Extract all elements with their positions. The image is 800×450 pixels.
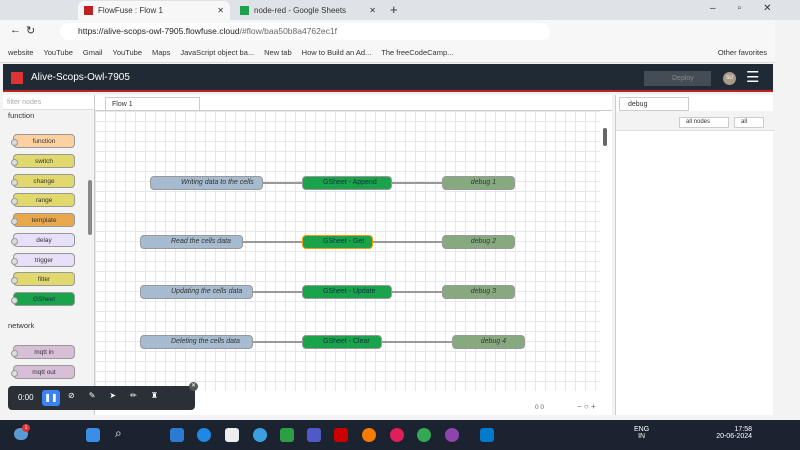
tab-google-sheets[interactable]: node-red - Google Sheets ✕ bbox=[234, 1, 382, 20]
sheets-icon bbox=[240, 6, 249, 15]
palette-node[interactable]: function bbox=[11, 134, 75, 148]
category-network[interactable]: network bbox=[8, 321, 35, 330]
refresh-icon[interactable]: ↻ bbox=[26, 25, 36, 37]
zoom-controls[interactable]: − ○ + bbox=[577, 402, 596, 411]
gsheet-node[interactable]: GSheet - Update bbox=[302, 285, 392, 299]
bookmark[interactable]: Maps bbox=[152, 47, 171, 57]
palette-node[interactable]: switch bbox=[11, 154, 75, 168]
tab-flow-1[interactable]: Flow 1 bbox=[105, 97, 200, 111]
nodered-header: Alive-Scops-Owl-7905 Deploy SU ☰ bbox=[3, 64, 773, 92]
palette-node[interactable]: filter bbox=[11, 272, 75, 286]
debug-node[interactable]: debug 1 bbox=[442, 176, 515, 190]
gsheet-node[interactable]: GSheet - Clear bbox=[302, 335, 382, 349]
palette-node[interactable]: template bbox=[11, 213, 75, 227]
app-icon[interactable] bbox=[280, 428, 294, 442]
palette-node[interactable]: delay bbox=[11, 233, 75, 247]
app-icon[interactable] bbox=[253, 428, 267, 442]
edge-sidebar bbox=[775, 20, 800, 420]
new-tab-button[interactable]: + bbox=[390, 2, 398, 17]
bookmark[interactable]: Gmail bbox=[82, 47, 103, 57]
bookmark[interactable]: YouTube bbox=[43, 47, 73, 57]
bookmark[interactable]: JavaScript object ba... bbox=[180, 47, 255, 57]
store-icon[interactable] bbox=[225, 428, 239, 442]
taskbar: 1 ⌕ ENG IN 17:58 20-06-2024 bbox=[0, 420, 800, 450]
browser-tab-bar: FlowFuse : Flow 1 ✕ node-red - Google She… bbox=[0, 0, 800, 20]
mcafee-icon[interactable] bbox=[334, 428, 348, 442]
inject-node[interactable]: Writing data to the cells bbox=[150, 176, 263, 190]
bookmark[interactable]: YouTube bbox=[112, 47, 142, 57]
app-icon[interactable] bbox=[170, 428, 184, 442]
canvas-scrollbar[interactable] bbox=[603, 128, 607, 146]
close-icon[interactable]: ✕ bbox=[369, 6, 376, 15]
palette: filter nodes function function switch ch… bbox=[3, 95, 95, 415]
start-icon[interactable] bbox=[86, 428, 100, 442]
deploy-button[interactable]: Deploy bbox=[644, 71, 711, 86]
other-favorites[interactable]: Other favorites bbox=[717, 47, 767, 57]
firefox-icon[interactable] bbox=[362, 428, 376, 442]
filter-nodes-dropdown[interactable]: all nodes bbox=[679, 117, 729, 128]
bookmark[interactable]: website bbox=[8, 47, 34, 57]
palette-node[interactable]: mqtt out bbox=[11, 365, 75, 379]
close-icon[interactable]: ✕ bbox=[217, 6, 224, 15]
flow-canvas[interactable] bbox=[95, 111, 600, 391]
menu-icon[interactable]: ☰ bbox=[746, 69, 760, 86]
edge-icon[interactable] bbox=[197, 428, 211, 442]
flowfuse-logo-icon bbox=[11, 72, 23, 84]
clock[interactable]: 17:58 20-06-2024 bbox=[716, 426, 752, 440]
flowfuse-icon bbox=[84, 6, 93, 15]
gsheet-node[interactable]: GSheet - Append bbox=[302, 176, 392, 190]
clear-dropdown[interactable]: all bbox=[734, 117, 764, 128]
url-input[interactable]: https://alive-scops-owl-7905.flowfuse.cl… bbox=[60, 23, 550, 40]
filter-nodes-input[interactable]: filter nodes bbox=[3, 95, 94, 110]
language-indicator[interactable]: ENG IN bbox=[634, 426, 650, 440]
palette-node[interactable]: mqtt in bbox=[11, 345, 75, 359]
palette-node[interactable]: trigger bbox=[11, 253, 75, 267]
window-controls[interactable]: –▫✕ bbox=[710, 3, 794, 14]
category-function[interactable]: function bbox=[8, 111, 35, 120]
palette-node[interactable]: change bbox=[11, 174, 75, 188]
close-recorder-icon[interactable]: ✕ bbox=[189, 382, 198, 391]
slack-icon[interactable] bbox=[390, 428, 404, 442]
debug-node[interactable]: debug 2 bbox=[442, 235, 515, 249]
avatar[interactable]: SU bbox=[723, 72, 736, 85]
inject-node[interactable]: Read the cells data bbox=[140, 235, 243, 249]
bookmark[interactable]: The freeCodeCamp... bbox=[381, 47, 454, 57]
inject-node[interactable]: Deleting the cells data bbox=[140, 335, 253, 349]
pause-button[interactable]: ❚❚ bbox=[42, 390, 60, 406]
palette-node[interactable]: GSheet bbox=[11, 292, 75, 306]
gsheet-node[interactable]: GSheet - Get bbox=[302, 235, 373, 249]
inject-node[interactable]: Updating the cells data bbox=[140, 285, 253, 299]
bookmark[interactable]: How to Build an Ad... bbox=[301, 47, 372, 57]
recording-toolbar: 0:00 ❚❚ ⊘✎➤✏♜ bbox=[8, 386, 195, 410]
bookmark[interactable]: New tab bbox=[264, 47, 292, 57]
vscode-icon[interactable] bbox=[480, 428, 494, 442]
palette-node[interactable]: range bbox=[11, 193, 75, 207]
debug-node[interactable]: debug 4 bbox=[452, 335, 525, 349]
github-icon[interactable] bbox=[445, 428, 459, 442]
bookmarks-bar: website YouTube Gmail YouTube Maps JavaS… bbox=[0, 42, 775, 63]
tab-debug[interactable]: debug bbox=[619, 97, 689, 111]
back-icon[interactable]: ← bbox=[10, 24, 21, 36]
workspace: Flow 1 0 0 − ○ + bbox=[95, 95, 612, 415]
recorder-tools[interactable]: ⊘✎➤✏♜ bbox=[68, 391, 172, 400]
debug-sidebar: debug all nodes all bbox=[615, 95, 774, 415]
palette-scrollbar[interactable] bbox=[88, 180, 92, 235]
chrome-icon[interactable] bbox=[417, 428, 431, 442]
tab-flowfuse[interactable]: FlowFuse : Flow 1 ✕ bbox=[78, 1, 230, 20]
canvas-status: 0 0 bbox=[535, 404, 545, 411]
debug-node[interactable]: debug 3 bbox=[442, 285, 515, 299]
search-icon[interactable]: ⌕ bbox=[115, 426, 122, 440]
teams-icon[interactable] bbox=[307, 428, 321, 442]
